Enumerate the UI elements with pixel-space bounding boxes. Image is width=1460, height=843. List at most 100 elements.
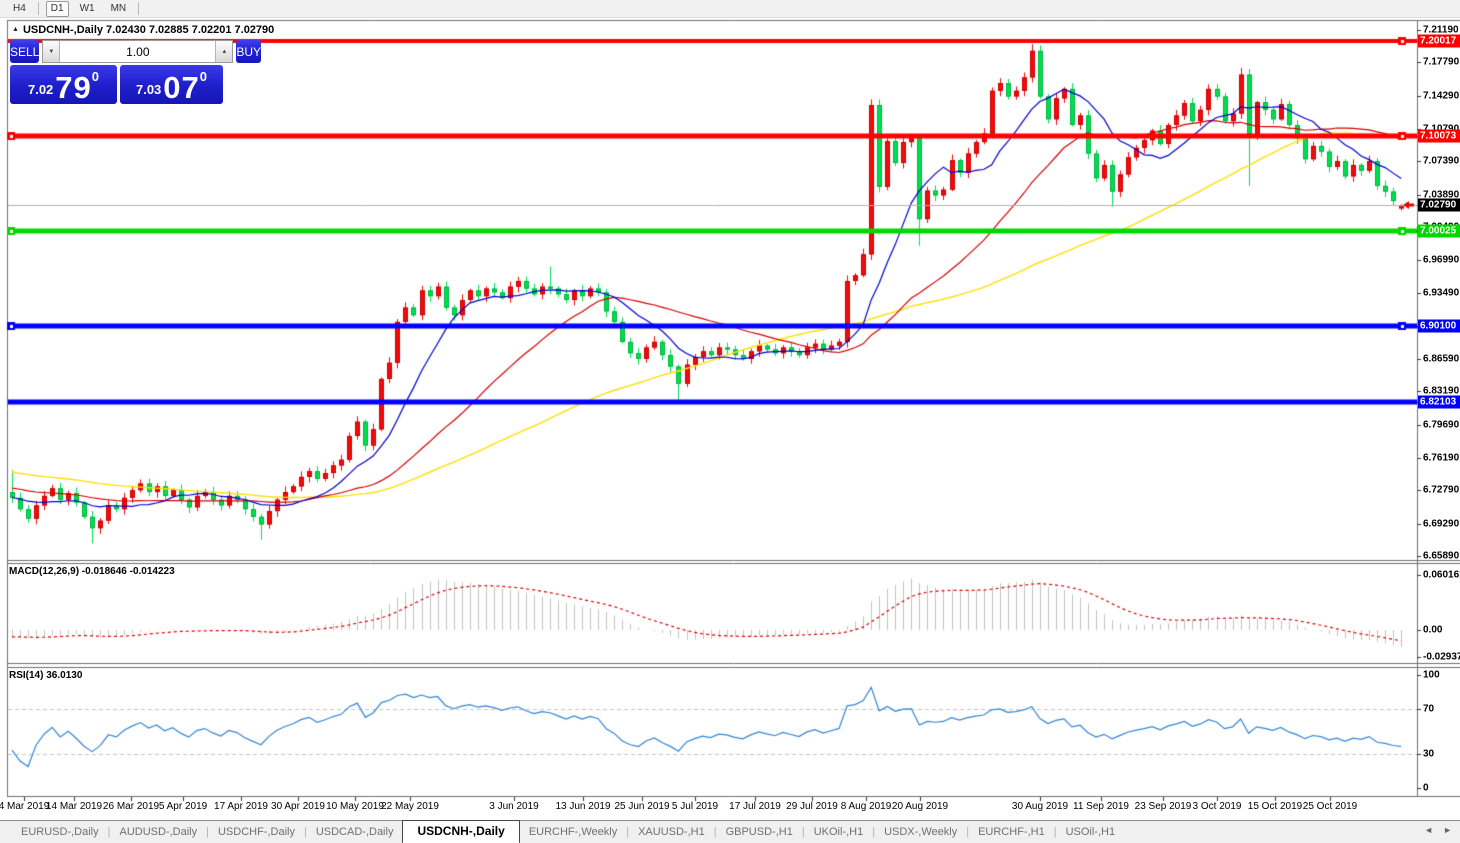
- sell-button[interactable]: SELL: [10, 40, 40, 63]
- symbol-tab-bar: EURUSD-,Daily | AUDUSD-,Daily | USDCHF-,Dail…: [0, 819, 1460, 843]
- date-label: 5 Apr 2019: [158, 801, 208, 812]
- date-label: 25 Jun 2019: [614, 801, 670, 812]
- date-label: 5 Jul 2019: [671, 801, 719, 812]
- collapse-triangle-icon: ▲: [12, 26, 19, 33]
- symbol-tab-xauusd-h1[interactable]: XAUUSD-,H1: [638, 826, 705, 838]
- symbol-tab-eurchf-h1[interactable]: EURCHF-,H1: [978, 826, 1045, 838]
- price-tick-label: 6.86590: [1423, 353, 1460, 365]
- tab-separator: |: [303, 826, 307, 838]
- one-click-trading-panel: SELL ▼ ▲ BUY 7.02 79 0 7.03 07 0: [10, 40, 262, 104]
- timeframe-button-w1[interactable]: W1: [79, 2, 95, 14]
- triangle-down-icon: ▼: [48, 48, 55, 55]
- buy-price-big: 07: [163, 70, 200, 105]
- price-tick-label: 6.69290: [1423, 518, 1460, 530]
- timeframe-button-mn[interactable]: MN: [110, 2, 127, 14]
- price-tick-label: 7.17790: [1423, 56, 1460, 68]
- tab-separator: |: [626, 826, 630, 838]
- tab-separator: |: [801, 826, 805, 838]
- date-label: 10 May 2019: [326, 801, 384, 812]
- chart-title: ▲ USDCNH-,Daily 7.02430 7.02885 7.02201 7…: [12, 24, 274, 36]
- date-label: 4 Mar 2019: [0, 801, 50, 812]
- volume-increase-button[interactable]: ▲: [215, 41, 233, 62]
- symbol-tab-usdcad-daily[interactable]: USDCAD-,Daily: [315, 826, 394, 838]
- date-label: 26 Mar 2019: [102, 801, 160, 812]
- sell-price-display[interactable]: 7.02 79 0: [10, 65, 117, 104]
- symbol-tab-eurchf-weekly[interactable]: EURCHF-,Weekly: [528, 826, 618, 838]
- date-label: 23 Sep 2019: [1134, 801, 1192, 812]
- date-label: 3 Jun 2019: [489, 801, 539, 812]
- symbol-tab-usoil-h1[interactable]: USOil-,H1: [1065, 826, 1116, 838]
- price-tick-label: 7.10790: [1423, 123, 1459, 134]
- tab-separator: |: [107, 826, 111, 838]
- tab-scroll-right-icon[interactable]: ►: [1443, 825, 1452, 835]
- buy-price-small: 7.03: [135, 82, 162, 97]
- symbol-tab-eurusd-daily[interactable]: EURUSD-,Daily: [21, 826, 99, 838]
- rsi-tick-label: 0: [1423, 782, 1429, 794]
- macd-tick-label: 0.060161: [1423, 569, 1460, 581]
- date-label: 15 Oct 2019: [1247, 801, 1303, 812]
- symbol-tab-usdchf-daily[interactable]: USDCHF-,Daily: [217, 826, 295, 838]
- date-label: 17 Apr 2019: [214, 801, 268, 812]
- buy-price-sup: 0: [199, 69, 208, 84]
- date-label: 11 Sep 2019: [1073, 801, 1129, 812]
- date-label: 20 Aug 2019: [891, 801, 949, 812]
- buy-price-display[interactable]: 7.03 07 0: [120, 65, 223, 104]
- price-tick-label: 7.14290: [1423, 90, 1460, 102]
- price-line-label: 7.02790: [1418, 198, 1460, 212]
- price-line-label: 6.82103: [1418, 395, 1460, 409]
- price-tick-label: 6.65890: [1423, 550, 1460, 562]
- rsi-tick-label: 100: [1423, 669, 1440, 681]
- date-label: 25 Oct 2019: [1302, 801, 1358, 812]
- toolbar-separator: [138, 2, 140, 15]
- timeframe-toolbar: H4 D1 W1 MN: [0, 0, 1460, 18]
- sell-price-sup: 0: [91, 69, 100, 84]
- symbol-tab-usdcnh-daily[interactable]: USDCNH-,Daily: [402, 819, 520, 843]
- symbol-tab-audusd-daily[interactable]: AUDUSD-,Daily: [119, 826, 198, 838]
- tab-separator: |: [1053, 826, 1057, 838]
- volume-input[interactable]: [60, 41, 216, 62]
- price-line-label: 6.90100: [1418, 319, 1460, 333]
- date-label: 22 May 2019: [381, 801, 439, 812]
- rsi-indicator-label: RSI(14) 36.0130: [9, 670, 83, 681]
- date-label: 3 Oct 2019: [1192, 801, 1242, 812]
- date-label: 17 Jul 2019: [729, 801, 781, 812]
- tab-separator: |: [206, 826, 209, 838]
- macd-tick-label: -0.029378: [1423, 651, 1460, 663]
- price-tick-label: 7.21190: [1423, 24, 1459, 36]
- date-label: 8 Aug 2019: [840, 801, 892, 812]
- rsi-tick-label: 70: [1423, 703, 1435, 715]
- price-tick-label: 6.96990: [1423, 254, 1460, 266]
- macd-indicator-label: MACD(12,26,9) -0.018646 -0.014223: [9, 566, 175, 577]
- macd-tick-label: 0.00: [1423, 624, 1443, 636]
- date-label: 14 Mar 2019: [45, 801, 103, 812]
- price-tick-label: 7.07390: [1423, 155, 1460, 167]
- date-label: 30 Apr 2019: [271, 801, 325, 812]
- tab-scroll-buttons: ◄ ►: [1424, 825, 1452, 835]
- symbol-tab-gbpusd-h1[interactable]: GBPUSD-,H1: [725, 826, 793, 838]
- price-line-label: 7.10073: [1418, 129, 1460, 143]
- tab-separator: |: [872, 826, 876, 838]
- price-line-label: 7.20017: [1418, 34, 1460, 48]
- symbol-tab-usdx-weekly[interactable]: USDX-,Weekly: [884, 826, 958, 838]
- price-tick-label: 6.76190: [1423, 452, 1460, 464]
- tab-separator: |: [966, 826, 970, 838]
- chart-title-text: USDCNH-,Daily 7.02430 7.02885 7.02201 7.…: [22, 24, 275, 36]
- timeframe-button-h4[interactable]: H4: [13, 2, 26, 14]
- sell-price-small: 7.02: [27, 82, 54, 97]
- price-tick-label: 6.79690: [1423, 419, 1460, 431]
- price-tick-label: 6.72790: [1423, 484, 1460, 496]
- date-label: 13 Jun 2019: [555, 801, 611, 812]
- tab-separator: |: [713, 826, 717, 838]
- timeframe-button-d1[interactable]: D1: [45, 0, 69, 17]
- price-tick-label: 6.83190: [1423, 385, 1460, 397]
- symbol-tab-ukoil-h1[interactable]: UKOil-,H1: [813, 826, 864, 838]
- buy-button[interactable]: BUY: [236, 40, 262, 63]
- price-tick-label: 7.03890: [1423, 189, 1460, 201]
- sell-price-big: 79: [55, 70, 92, 105]
- date-label: 30 Aug 2019: [1011, 801, 1069, 812]
- volume-decrease-button[interactable]: ▼: [43, 41, 61, 62]
- tab-scroll-left-icon[interactable]: ◄: [1424, 825, 1434, 835]
- price-tick-label: 6.93490: [1423, 287, 1460, 299]
- volume-spinner: ▼ ▲: [42, 40, 234, 63]
